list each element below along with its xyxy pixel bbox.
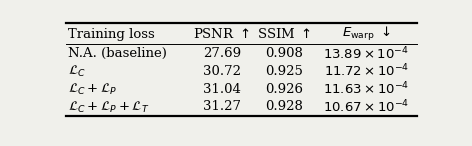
- Text: PSNR $\uparrow$: PSNR $\uparrow$: [194, 27, 250, 41]
- Text: $E_{\mathrm{warp}}$ $\downarrow$: $E_{\mathrm{warp}}$ $\downarrow$: [342, 25, 391, 43]
- Text: $\mathcal{L}_C + \mathcal{L}_P + \mathcal{L}_T$: $\mathcal{L}_C + \mathcal{L}_P + \mathca…: [68, 99, 150, 115]
- Text: 0.928: 0.928: [265, 100, 303, 113]
- Text: SSIM $\uparrow$: SSIM $\uparrow$: [257, 27, 311, 41]
- Text: 30.72: 30.72: [203, 65, 241, 78]
- Text: $11.63 \times 10^{-4}$: $11.63 \times 10^{-4}$: [323, 81, 409, 98]
- Text: $10.67 \times 10^{-4}$: $10.67 \times 10^{-4}$: [323, 99, 409, 115]
- Text: $11.72 \times 10^{-4}$: $11.72 \times 10^{-4}$: [324, 63, 409, 80]
- Text: 31.04: 31.04: [203, 83, 241, 96]
- Text: 27.69: 27.69: [202, 47, 241, 60]
- Text: 0.908: 0.908: [265, 47, 303, 60]
- Text: $\mathcal{L}_C + \mathcal{L}_P$: $\mathcal{L}_C + \mathcal{L}_P$: [68, 82, 118, 97]
- Text: 0.925: 0.925: [265, 65, 303, 78]
- Text: $13.89 \times 10^{-4}$: $13.89 \times 10^{-4}$: [323, 45, 409, 62]
- Text: $\mathcal{L}_C$: $\mathcal{L}_C$: [68, 64, 86, 79]
- Text: 0.926: 0.926: [265, 83, 303, 96]
- Text: 31.27: 31.27: [203, 100, 241, 113]
- Text: N.A. (baseline): N.A. (baseline): [68, 47, 167, 60]
- Text: Training loss: Training loss: [68, 28, 155, 41]
